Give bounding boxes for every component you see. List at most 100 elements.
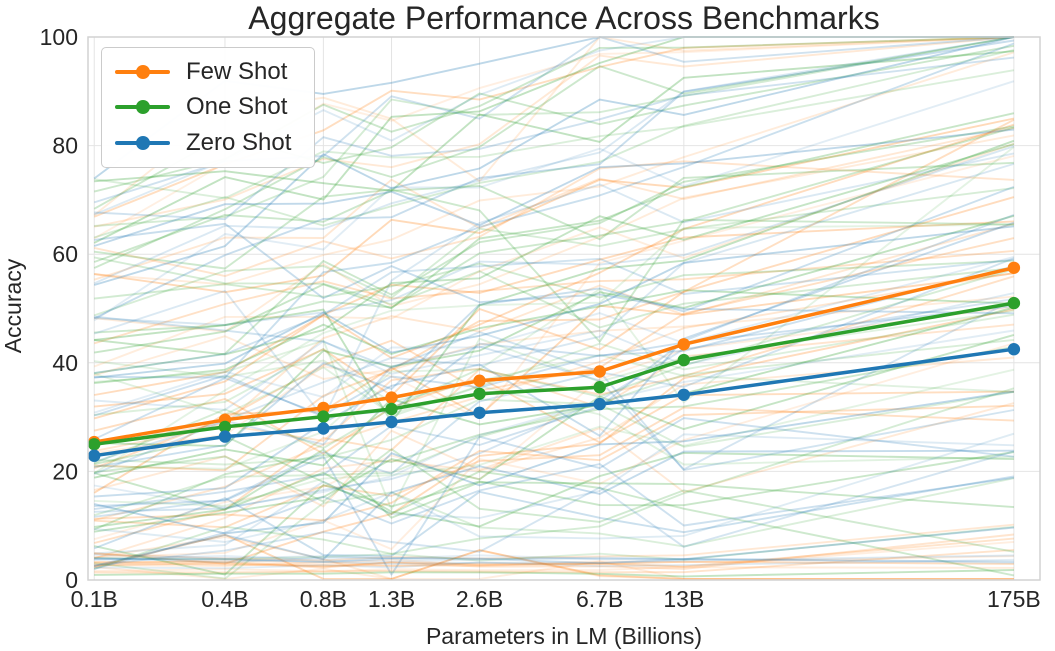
- background-line: [94, 139, 1015, 423]
- background-line: [94, 555, 1014, 564]
- background-line: [93, 249, 1014, 345]
- background-line: [94, 308, 1015, 565]
- legend-item-few-shot: Few Shot: [115, 55, 308, 89]
- data-point-marker: [677, 353, 690, 367]
- data-point-marker: [88, 449, 101, 462]
- background-line: [93, 390, 1015, 535]
- data-point-marker: [218, 430, 232, 443]
- series-line: [92, 347, 1016, 458]
- data-point-marker: [593, 397, 606, 411]
- legend-line-swatch-few-shot: [115, 64, 170, 79]
- background-line: [94, 221, 1015, 498]
- background-line: [93, 162, 1015, 463]
- background-benchmark-lines: [93, 36, 1015, 580]
- background-line: [94, 354, 1014, 403]
- legend-label-one-shot: One Shot: [186, 93, 288, 121]
- background-line: [93, 142, 1015, 368]
- data-point-marker: [677, 338, 690, 351]
- x-tick-label: 6.7B: [576, 586, 623, 612]
- background-line: [94, 126, 1015, 334]
- background-line: [93, 36, 1015, 286]
- background-line: [94, 342, 1015, 559]
- background-line: [93, 463, 1015, 570]
- x-tick-label: 13B: [663, 586, 704, 612]
- x-tick-label: 1.3B: [368, 586, 415, 612]
- background-line: [94, 540, 1014, 573]
- background-line: [93, 305, 1015, 541]
- background-line: [93, 305, 1015, 418]
- background-line: [94, 118, 1015, 472]
- y-axis-label: Accuracy: [0, 258, 26, 353]
- background-line: [94, 558, 1014, 570]
- background-line: [94, 50, 1014, 192]
- background-line: [94, 42, 1015, 379]
- background-line: [93, 376, 1014, 455]
- data-point-marker: [677, 388, 690, 401]
- data-point-marker: [385, 415, 398, 429]
- background-line: [94, 535, 1014, 580]
- background-line: [94, 433, 1014, 555]
- background-line: [94, 450, 1015, 567]
- series-line: [92, 301, 1016, 447]
- background-line: [94, 259, 1014, 300]
- background-line: [93, 223, 1014, 475]
- series-line: [92, 266, 1016, 444]
- legend-line-swatch-zero-shot: [115, 136, 170, 151]
- background-line: [94, 554, 1014, 565]
- plot-border: [87, 36, 1041, 581]
- background-line: [94, 569, 1014, 578]
- background-line: [94, 51, 1015, 286]
- background-line: [93, 387, 1015, 570]
- background-line: [94, 557, 1014, 565]
- background-line: [93, 272, 1015, 522]
- background-line: [94, 112, 1015, 354]
- data-point-marker: [593, 381, 606, 394]
- background-line: [93, 265, 1015, 441]
- data-point-marker: [385, 391, 398, 404]
- background-line: [94, 225, 1015, 379]
- background-line: [94, 525, 1014, 562]
- y-tick-label: 100: [40, 24, 78, 50]
- background-line: [93, 126, 1015, 281]
- background-line: [93, 237, 1015, 470]
- background-line: [94, 309, 1015, 511]
- legend-line-swatch-one-shot: [115, 100, 170, 115]
- background-line: [94, 333, 1015, 533]
- background-line: [93, 449, 1014, 567]
- axis-tick-labels: 0.1B 0.4B 0.8B 1.3B 2.6B 6.7B 13B 175B 0 20 40 60 80…: [40, 24, 1041, 612]
- data-point-marker: [317, 410, 330, 423]
- background-line: [93, 356, 1014, 560]
- background-line: [93, 338, 1014, 517]
- x-tick-label: 0.4B: [201, 586, 248, 612]
- background-line: [93, 533, 1014, 580]
- background-line: [93, 39, 1015, 320]
- background-line: [94, 289, 1014, 385]
- background-line: [94, 146, 1015, 470]
- data-point-marker: [317, 422, 330, 435]
- data-point-marker: [1007, 343, 1021, 356]
- background-line: [94, 329, 1015, 509]
- x-axis-label: Parameters in LM (Billions): [426, 623, 702, 649]
- background-line: [93, 295, 1014, 380]
- data-point-marker: [1007, 261, 1021, 274]
- background-line: [94, 36, 1014, 228]
- main-series-lines: [88, 261, 1021, 462]
- background-line: [94, 315, 1015, 471]
- legend-marker-dot: [135, 136, 150, 151]
- data-point-marker: [473, 374, 486, 387]
- background-line: [94, 477, 1015, 580]
- series-one-shot: [88, 296, 1021, 451]
- background-line: [94, 56, 1015, 221]
- background-line: [94, 526, 1014, 561]
- y-tick-label: 20: [52, 458, 78, 484]
- background-line: [93, 36, 1015, 269]
- legend-label-zero-shot: Zero Shot: [186, 129, 292, 157]
- background-line: [93, 36, 1014, 244]
- background-line: [93, 275, 1015, 544]
- background-line: [94, 36, 1015, 227]
- legend: Few Shot One Shot Zero Shot: [101, 47, 315, 168]
- background-line: [94, 256, 1015, 329]
- background-line: [94, 451, 1014, 528]
- background-line: [94, 533, 1014, 570]
